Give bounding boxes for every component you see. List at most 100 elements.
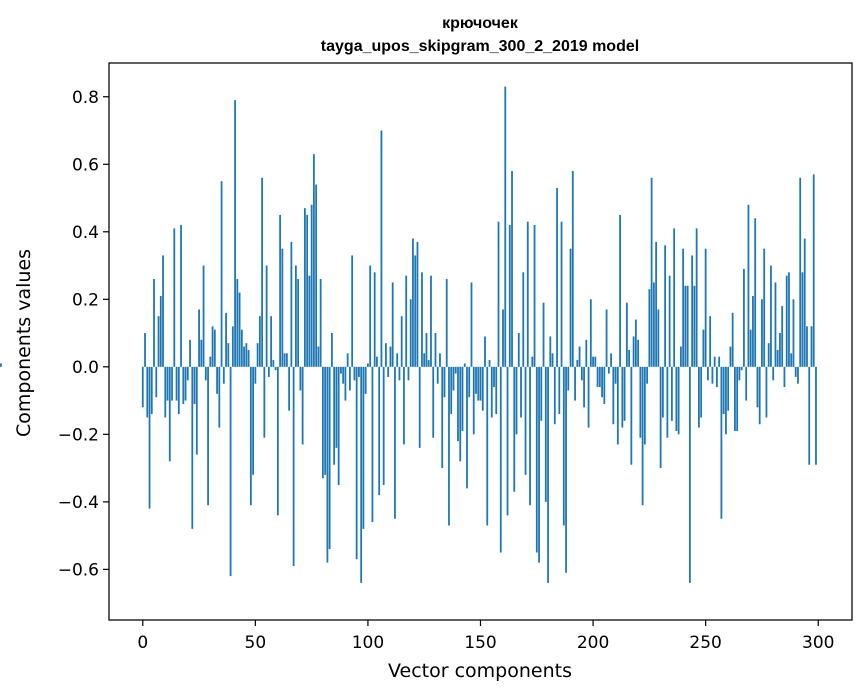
bar	[403, 366, 405, 445]
y-tick-label: 0.2	[72, 290, 99, 310]
bar	[157, 316, 160, 367]
bar	[535, 366, 538, 553]
bar	[454, 366, 457, 374]
bar	[538, 366, 540, 563]
bar	[709, 316, 712, 367]
bar	[707, 366, 709, 381]
bar	[256, 343, 259, 367]
bar	[686, 285, 689, 367]
bar	[567, 366, 570, 391]
bar	[292, 366, 295, 566]
bar	[493, 366, 495, 388]
bar	[207, 366, 209, 506]
bar	[148, 366, 151, 509]
bar	[598, 366, 601, 388]
bar	[788, 272, 790, 367]
bar	[506, 366, 509, 516]
bar	[303, 208, 306, 367]
bar	[526, 221, 529, 367]
bar	[551, 353, 554, 367]
bar	[736, 366, 739, 431]
x-tick-label: 100	[352, 633, 384, 653]
bar	[276, 366, 279, 516]
bar	[285, 353, 288, 367]
bar	[754, 218, 757, 367]
bar	[346, 353, 349, 367]
bar	[202, 265, 205, 367]
bar	[389, 346, 392, 367]
bar	[448, 366, 450, 526]
y-tick-label: 0.8	[72, 88, 99, 108]
y-axis-label: Components values	[13, 249, 35, 437]
bar	[396, 353, 399, 367]
bar	[531, 356, 534, 367]
bar	[180, 225, 182, 367]
bar	[562, 366, 565, 526]
bar	[344, 366, 347, 401]
bar	[146, 366, 149, 418]
bar	[792, 299, 795, 367]
bar	[756, 366, 759, 408]
bar	[713, 356, 716, 367]
bar	[249, 366, 252, 506]
y-tick-label: −0.2	[58, 425, 99, 445]
bar	[601, 366, 603, 398]
bar	[466, 366, 468, 489]
bar	[661, 366, 664, 418]
bar	[367, 363, 369, 367]
bar	[513, 366, 516, 492]
bar	[184, 366, 187, 401]
bar	[544, 366, 547, 502]
bar	[628, 349, 630, 367]
x-tick-label: 200	[577, 633, 609, 653]
bar	[213, 329, 216, 367]
bar	[164, 366, 167, 418]
bar	[445, 279, 448, 367]
bar	[499, 366, 502, 553]
bar	[281, 248, 284, 367]
bar	[475, 366, 477, 394]
bar	[394, 366, 396, 519]
bar	[333, 366, 336, 465]
bar	[652, 282, 655, 367]
bar	[380, 130, 383, 367]
y-tick-label: 0.4	[72, 223, 99, 243]
bar	[144, 333, 146, 367]
bar	[524, 366, 527, 475]
bar	[274, 366, 277, 371]
bar	[240, 329, 243, 367]
bar	[218, 366, 221, 428]
bar	[461, 366, 464, 431]
bar	[267, 366, 270, 377]
bar	[337, 366, 340, 485]
bar	[265, 265, 268, 367]
bar	[317, 346, 320, 367]
bar	[168, 366, 171, 462]
bar	[220, 181, 223, 367]
bar	[794, 366, 797, 377]
bar	[677, 366, 680, 435]
bar	[434, 333, 437, 367]
bar	[328, 366, 331, 550]
bar	[815, 366, 817, 465]
bar	[740, 366, 743, 371]
bar	[540, 366, 543, 421]
bar	[565, 366, 567, 573]
x-tick-label: 0	[137, 633, 148, 653]
bar	[747, 204, 750, 367]
bar	[605, 309, 608, 367]
bar	[749, 329, 752, 367]
bar	[679, 346, 682, 367]
bar	[290, 241, 293, 367]
bar	[463, 363, 466, 367]
bar	[810, 326, 813, 367]
bar	[648, 289, 651, 367]
bar	[614, 366, 617, 384]
bar	[308, 275, 311, 367]
bar	[182, 366, 185, 404]
bar	[279, 214, 282, 367]
bar	[227, 343, 230, 367]
bar	[297, 279, 300, 367]
bar	[722, 366, 725, 415]
bar	[549, 336, 552, 367]
